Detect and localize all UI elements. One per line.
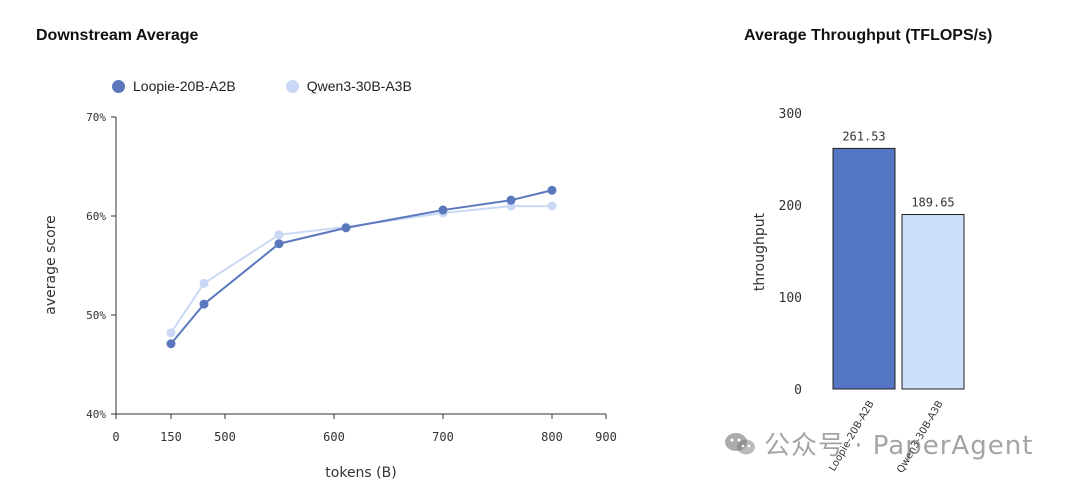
y-axis-label: average score bbox=[43, 215, 59, 314]
data-point-loopie bbox=[438, 205, 448, 215]
data-point-loopie bbox=[166, 339, 176, 349]
x-tick-label: 600 bbox=[323, 430, 345, 444]
bar-y-tick-label: 300 bbox=[779, 107, 802, 122]
legend-item-loopie: Loopie-20B-A2B bbox=[112, 78, 236, 94]
bar-chart: 0 100 200 300 throughput 261.53 Loopie-20B-A2B… bbox=[752, 107, 965, 475]
data-point-qwen bbox=[199, 278, 209, 288]
y-tick-label: 60% bbox=[86, 210, 106, 223]
x-tick-label: 500 bbox=[214, 430, 236, 444]
x-tick-label: 800 bbox=[541, 430, 563, 444]
x-tick-label: 0 bbox=[112, 430, 119, 444]
x-tick-label: 900 bbox=[595, 430, 617, 444]
legend-swatch-qwen bbox=[285, 79, 299, 93]
legend-swatch-loopie bbox=[112, 79, 125, 93]
data-point-loopie bbox=[341, 223, 351, 233]
x-axis-label: tokens (B) bbox=[325, 465, 396, 481]
y-tick-label: 50% bbox=[86, 309, 106, 322]
bar-category-label: Qwen3-30B-A3B bbox=[895, 399, 945, 475]
bar-loopie bbox=[832, 147, 896, 390]
bar-y-tick-label: 0 bbox=[794, 383, 802, 398]
x-tick-label: 700 bbox=[432, 430, 454, 444]
bar-y-tick-label: 100 bbox=[779, 291, 802, 306]
bar-y-tick-label: 200 bbox=[779, 199, 802, 214]
data-point-loopie bbox=[199, 299, 209, 309]
bar-qwen bbox=[901, 214, 965, 390]
bar-category-label: Loopie-20B-A2B bbox=[827, 399, 876, 474]
x-tick-label: 150 bbox=[160, 430, 182, 444]
data-point-loopie bbox=[274, 239, 284, 249]
data-point-qwen bbox=[547, 201, 557, 211]
bar-y-axis-label: throughput bbox=[752, 212, 768, 291]
y-tick-label: 70% bbox=[86, 111, 106, 124]
y-tick-label: 40% bbox=[86, 408, 106, 421]
data-point-loopie bbox=[506, 195, 516, 205]
bar-value-label: 261.53 bbox=[842, 129, 885, 143]
line-chart-title: Downstream Average bbox=[36, 27, 199, 44]
legend-label-loopie: Loopie-20B-A2B bbox=[133, 78, 236, 94]
line-chart: 40% 50% 60% 70% 0 150 500 600 700 800 900 tokens (B… bbox=[43, 111, 617, 481]
data-point-qwen bbox=[274, 230, 284, 240]
legend-label-qwen: Qwen3-30B-A3B bbox=[306, 78, 412, 94]
legend-item-qwen: Qwen3-30B-A3B bbox=[285, 78, 412, 94]
line-chart-legend: Loopie-20B-A2B Qwen3-30B-A3B bbox=[112, 78, 462, 94]
bar-value-label: 189.65 bbox=[911, 196, 954, 210]
data-point-loopie bbox=[547, 185, 557, 195]
bar-chart-title: Average Throughput (TFLOPS/s) bbox=[744, 27, 993, 44]
data-point-qwen bbox=[166, 328, 176, 338]
